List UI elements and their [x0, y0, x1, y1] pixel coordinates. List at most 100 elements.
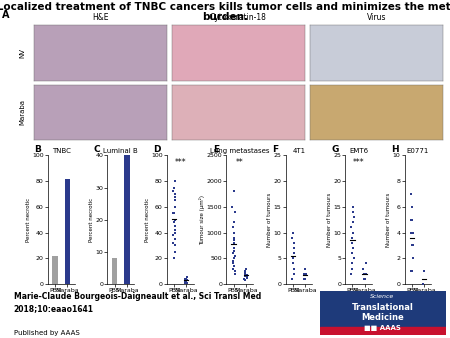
Y-axis label: Percent necrotic: Percent necrotic	[144, 198, 149, 242]
Point	[170, 189, 177, 194]
Point	[420, 281, 427, 287]
Point	[171, 243, 178, 248]
Point	[349, 220, 356, 225]
Point	[170, 185, 177, 190]
Point	[229, 258, 236, 264]
Point	[289, 256, 296, 261]
Point	[350, 209, 357, 215]
Point	[231, 271, 239, 276]
Point	[241, 276, 248, 282]
Bar	[112, 258, 117, 284]
Point	[231, 253, 239, 258]
Text: Published by AAAS: Published by AAAS	[14, 330, 79, 336]
Point	[420, 281, 427, 287]
Point	[349, 245, 356, 251]
Point	[231, 189, 238, 194]
Point	[408, 204, 415, 210]
Point	[243, 275, 251, 281]
Point	[171, 217, 179, 222]
Point	[409, 243, 416, 248]
Point	[409, 268, 416, 274]
Point	[349, 266, 356, 271]
Bar	[320, 327, 446, 335]
Point	[348, 261, 356, 266]
Point	[350, 256, 357, 261]
Point	[243, 273, 251, 279]
Point	[419, 281, 427, 287]
Point	[230, 263, 238, 269]
Point	[408, 217, 415, 222]
Point	[302, 271, 309, 276]
Point	[170, 233, 177, 238]
Point	[241, 271, 248, 276]
Point	[230, 240, 238, 245]
Point	[171, 191, 179, 197]
Text: F: F	[272, 145, 279, 154]
Text: B: B	[35, 145, 41, 154]
Y-axis label: Tumour size (μm²): Tumour size (μm²)	[199, 195, 205, 245]
Point	[181, 279, 189, 284]
Point	[409, 230, 416, 235]
Point	[182, 279, 189, 284]
Text: A: A	[2, 10, 10, 20]
Point	[301, 266, 308, 271]
Text: Science: Science	[370, 294, 395, 299]
Point	[300, 271, 307, 276]
Point	[243, 272, 250, 277]
Point	[183, 275, 190, 280]
Y-axis label: Number of tumours: Number of tumours	[387, 193, 392, 247]
Point	[361, 271, 368, 276]
Text: Virus: Virus	[367, 13, 386, 22]
Point	[241, 270, 248, 275]
Point	[242, 268, 249, 274]
Point	[181, 279, 189, 284]
Point	[183, 276, 190, 282]
Point	[230, 230, 238, 235]
Point	[231, 245, 238, 251]
Point	[230, 225, 237, 230]
Point	[409, 217, 416, 222]
Y-axis label: Percent necrotic: Percent necrotic	[26, 198, 31, 242]
Point	[230, 220, 238, 225]
Point	[288, 235, 296, 240]
Text: G: G	[332, 145, 339, 154]
Point	[171, 204, 179, 210]
Point	[290, 245, 297, 251]
Point	[171, 236, 178, 242]
Point	[170, 211, 177, 216]
Title: E0771: E0771	[407, 148, 429, 154]
Bar	[65, 178, 70, 284]
Point	[349, 250, 356, 256]
Text: H: H	[391, 145, 399, 154]
Point	[170, 256, 177, 261]
Point	[182, 277, 189, 283]
Point	[229, 250, 236, 256]
Bar	[124, 17, 130, 284]
Text: Fig. 1 Localized treatment of TNBC cancers kills tumor cells and minimizes the m: Fig. 1 Localized treatment of TNBC cance…	[0, 2, 450, 12]
Text: Maraba: Maraba	[19, 99, 26, 125]
Point	[170, 220, 177, 225]
Text: C: C	[94, 145, 100, 154]
Point	[291, 271, 298, 276]
Y-axis label: Percent necrotic: Percent necrotic	[89, 198, 94, 242]
Point	[290, 240, 297, 245]
Point	[420, 268, 427, 274]
Point	[230, 266, 237, 271]
Point	[360, 276, 367, 282]
Point	[289, 261, 297, 266]
Bar	[52, 256, 58, 284]
Point	[409, 256, 416, 261]
Point	[182, 276, 189, 282]
Point	[410, 256, 417, 261]
Point	[348, 271, 355, 276]
Point	[410, 243, 417, 248]
Point	[362, 261, 369, 266]
Text: D: D	[153, 145, 161, 154]
Point	[407, 230, 414, 235]
Point	[349, 204, 356, 210]
Point	[361, 276, 368, 282]
Point	[290, 230, 297, 235]
Text: H&E: H&E	[92, 13, 109, 22]
Point	[242, 266, 249, 271]
Text: burden.: burden.	[202, 12, 248, 22]
